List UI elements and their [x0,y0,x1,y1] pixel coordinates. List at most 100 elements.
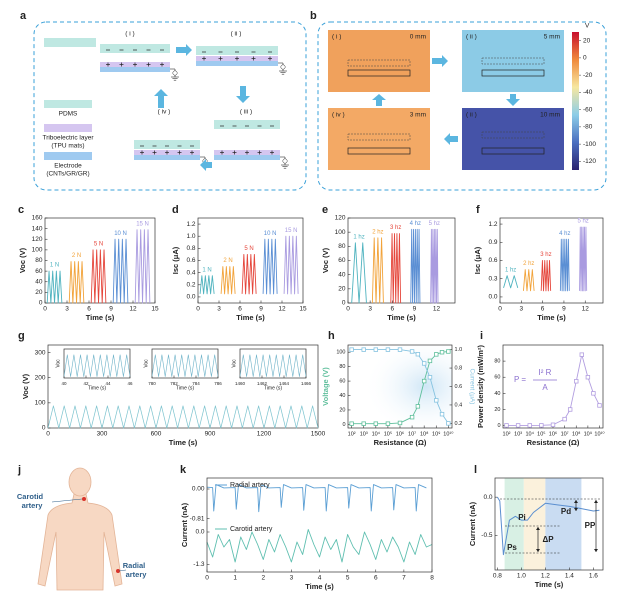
step-label: ( ii ) [466,112,477,119]
x-tick-label: 46 [127,381,133,386]
y-tick-label: 100 [35,400,46,407]
y-tick-label: 0.2 [186,282,195,289]
x-axis-label: Time (s) [264,385,282,391]
pdms-outline [481,57,545,65]
legend-label: PDMS [59,111,78,118]
panel-label: g [18,330,25,342]
x-tick-label: 0.8 [493,573,502,580]
y-tick-label: 60 [494,375,500,381]
x-tick-label: 786 [214,381,222,386]
y-tick-label: 20 [338,286,346,293]
data-marker [567,407,573,412]
series-label: 2 N [72,253,81,259]
y-tick-label: -0.81 [190,515,205,522]
x-tick-label: 10⁴ [372,430,381,437]
x-tick-label: 10⁹ [432,430,440,437]
colorbar [572,32,579,170]
electrode-outline [481,147,545,155]
x-tick-label: 12 [433,306,441,313]
x-tick-label: 7 [402,575,406,582]
process-arrow [154,89,168,108]
plot-frame [63,348,131,379]
y-axis-label: Voc (V) [21,373,30,399]
data-marker [439,350,445,355]
data-marker [427,358,433,364]
electrode-outline [347,147,411,155]
x-tick-label: 10⁹ [584,430,592,437]
y-axis-label: Current (nA) [468,501,477,546]
x-tick-label: 300 [97,431,108,438]
x-axis-label: Time (s) [305,582,334,591]
legend-label: Triboelectric layer [42,135,94,142]
body-silhouette [37,493,123,591]
arrow-head [536,549,540,552]
y-tick-label: 160 [32,215,43,222]
series-label: 3 hz [390,225,401,231]
pdms-outline [347,133,411,141]
data-marker [397,347,403,352]
carotid-point [82,497,86,501]
colorbar-tick-label: -80 [583,124,593,131]
y-axis-label: Voltage (V) [321,367,330,406]
step-label: ( i ) [332,34,341,41]
data-marker [539,423,544,428]
colorbar-tick-label: -100 [583,141,596,148]
y-tick-label: 200 [35,374,46,381]
process-arrow [506,94,520,106]
colorbar-tick-label: 20 [583,37,591,44]
y-tick-label: 0.0 [186,294,195,301]
x-tick-label: 15 [151,306,159,313]
y-tick-label: 0.0 [195,529,204,536]
x-tick-label: 10⁵ [537,430,545,437]
radial-point [116,569,120,573]
data-line [496,496,600,556]
x-tick-label: 10⁶ [396,430,404,437]
data-marker [373,347,379,352]
y-tick-label: 80 [339,364,345,370]
data-line [199,275,215,295]
electrode-outline [347,69,411,77]
phase-region [504,478,524,570]
plot-background [348,345,452,428]
electrode-layer [196,61,278,66]
x-tick-label: 0 [346,306,350,313]
x-tick-label: 10¹⁰ [443,430,454,437]
series-label: 1 N [202,267,211,273]
process-arrow [176,44,192,56]
y-tick-label: 0 [342,422,345,428]
x-tick-label: 1.2 [541,573,550,580]
electrode-layer [214,155,280,160]
data-marker [421,378,427,384]
formula: I² R [539,368,552,377]
data-marker [446,421,451,426]
y-tick-label: 0.0 [488,294,497,301]
plot-frame [239,348,307,379]
panel-label: i [480,330,483,342]
y-axis-label: Isc (μA) [171,246,180,274]
data-line [90,249,107,304]
y-tick-label: 20 [339,407,345,413]
x-tick-label: 5 [346,575,350,582]
data-marker [415,404,421,409]
pdms-outline [481,131,545,139]
x-axis-label: Time (s) [535,580,564,589]
x-tick-label: 600 [151,431,162,438]
panel-label: l [474,464,477,476]
x-tick-label: 0 [43,306,47,313]
electrode-layer [100,67,170,72]
x-tick-label: 1464 [279,381,290,386]
series-label: 5 N [94,241,103,247]
x-tick-label: 42 [83,381,89,386]
body-label: Carotid [17,492,44,501]
data-line [506,354,600,426]
y-tick-label: 0.4 [186,269,195,276]
x-axis-label: Resistance (Ω) [374,438,427,447]
legend-swatch [44,152,92,160]
y-axis-label: Voc [143,359,149,368]
pointer [51,498,83,503]
y-tick-label: 60 [338,257,346,264]
plot-frame [502,344,604,429]
y-tick-label: 100 [32,247,43,254]
data-line [503,275,519,289]
